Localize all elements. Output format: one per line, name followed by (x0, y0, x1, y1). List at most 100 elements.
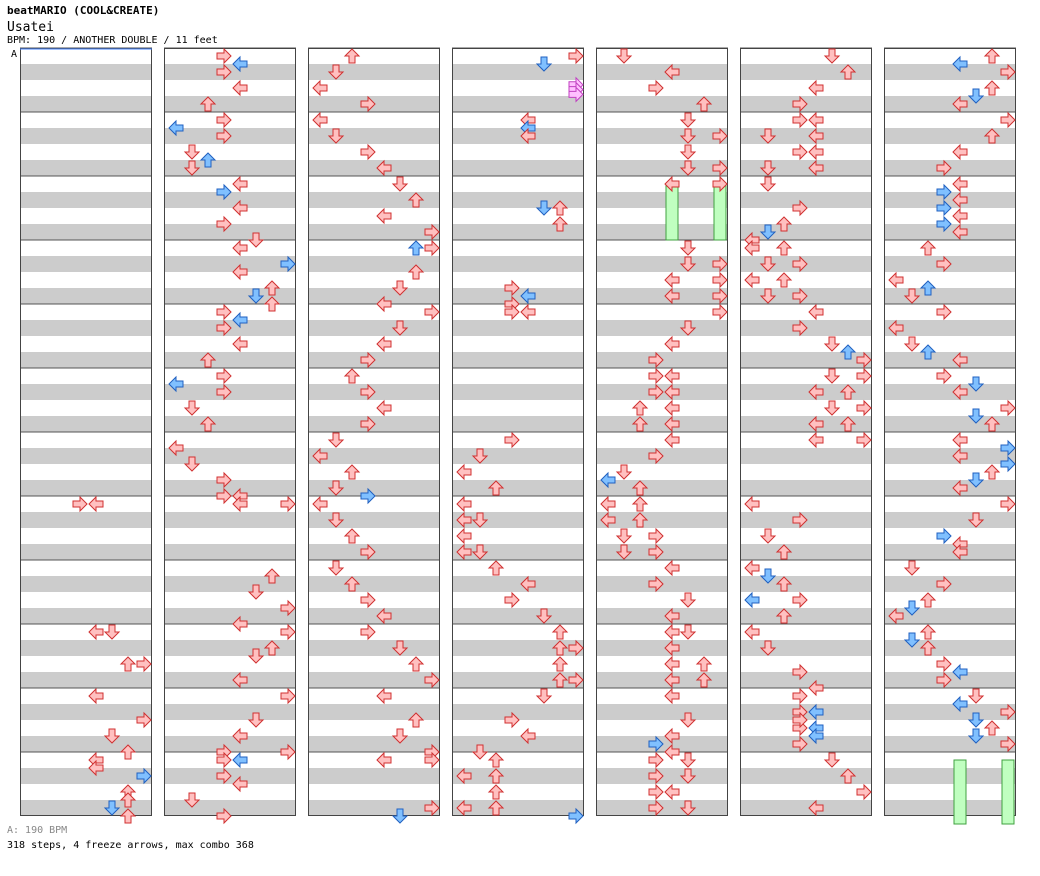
step-arrow (648, 447, 664, 465)
step-arrow (631, 400, 649, 416)
step-arrow (312, 79, 328, 97)
step-arrow (343, 368, 361, 384)
step-arrow (1000, 63, 1016, 81)
step-arrow (456, 799, 472, 817)
beat-row (308, 256, 440, 272)
beat-row (596, 96, 728, 112)
step-arrow (936, 159, 952, 177)
step-arrow (520, 127, 536, 145)
step-arrow (888, 607, 904, 625)
beat-row (596, 704, 728, 720)
step-arrow (1000, 455, 1016, 473)
step-arrow (631, 496, 649, 512)
step-arrow (952, 55, 968, 73)
beat-row (884, 352, 1016, 368)
step-arrow (983, 80, 1001, 96)
step-arrow (808, 143, 824, 161)
beat-row (740, 576, 872, 592)
beat-row (884, 480, 1016, 496)
step-arrow (967, 728, 985, 744)
beat-row (308, 192, 440, 208)
step-arrow (936, 527, 952, 545)
beat-row (596, 64, 728, 80)
beat-row (20, 608, 152, 624)
step-arrow (967, 88, 985, 104)
beat-row (452, 320, 584, 336)
chart-column (452, 47, 584, 816)
step-arrow (280, 255, 296, 273)
step-arrow (775, 608, 793, 624)
step-arrow (343, 48, 361, 64)
step-arrow (360, 143, 376, 161)
step-arrow (792, 95, 808, 113)
beat-row (884, 640, 1016, 656)
beat-row (452, 160, 584, 176)
beat-row (452, 192, 584, 208)
step-arrow (1000, 439, 1016, 457)
step-arrow (136, 655, 152, 673)
beat-row (596, 288, 728, 304)
beat-row (308, 288, 440, 304)
step-arrow (247, 712, 265, 728)
beat-row (740, 800, 872, 816)
beat-row (20, 192, 152, 208)
step-arrow (648, 575, 664, 593)
step-arrow (648, 351, 664, 369)
beat-row (452, 640, 584, 656)
beat-row (884, 704, 1016, 720)
step-arrow (136, 767, 152, 785)
beat-row (740, 128, 872, 144)
step-arrow (551, 640, 569, 656)
step-arrow (568, 86, 584, 103)
beat-row (452, 768, 584, 784)
step-arrow (376, 207, 392, 225)
step-arrow (712, 303, 728, 321)
step-arrow (391, 176, 409, 192)
beat-row (740, 160, 872, 176)
step-arrow (199, 416, 217, 432)
step-arrow (119, 792, 137, 808)
step-arrow (936, 367, 952, 385)
step-arrow (232, 175, 248, 193)
step-arrow (247, 584, 265, 600)
beat-row (308, 480, 440, 496)
column-border (596, 48, 728, 816)
step-arrow (232, 495, 248, 513)
step-arrow (919, 640, 937, 656)
step-arrow (792, 591, 808, 609)
step-arrow (936, 255, 952, 273)
step-arrow (327, 64, 345, 80)
beat-row (884, 512, 1016, 528)
step-arrow (712, 175, 728, 193)
beat-row (20, 544, 152, 560)
step-arrow (600, 495, 616, 513)
step-arrow (856, 783, 872, 801)
beat-row (740, 640, 872, 656)
step-arrow (808, 727, 824, 745)
step-arrow (456, 463, 472, 481)
chart-column (596, 47, 728, 816)
step-arrow (967, 688, 985, 704)
step-arrow (792, 319, 808, 337)
step-arrow (551, 200, 569, 216)
step-arrow (280, 687, 296, 705)
beat-row (308, 768, 440, 784)
step-arrow (232, 775, 248, 793)
step-arrow (520, 575, 536, 593)
step-arrow (952, 223, 968, 241)
step-arrow (759, 176, 777, 192)
step-arrow (535, 200, 553, 216)
step-arrow (615, 48, 633, 64)
step-arrow (648, 543, 664, 561)
step-arrow (631, 512, 649, 528)
step-arrow (456, 767, 472, 785)
step-arrow (504, 431, 520, 449)
step-arrow (103, 800, 121, 816)
beat-row (740, 64, 872, 80)
step-arrow (1000, 495, 1016, 513)
step-arrow (679, 128, 697, 144)
step-arrow (967, 472, 985, 488)
step-arrow (679, 144, 697, 160)
step-arrow (679, 752, 697, 768)
step-arrow (72, 495, 88, 513)
